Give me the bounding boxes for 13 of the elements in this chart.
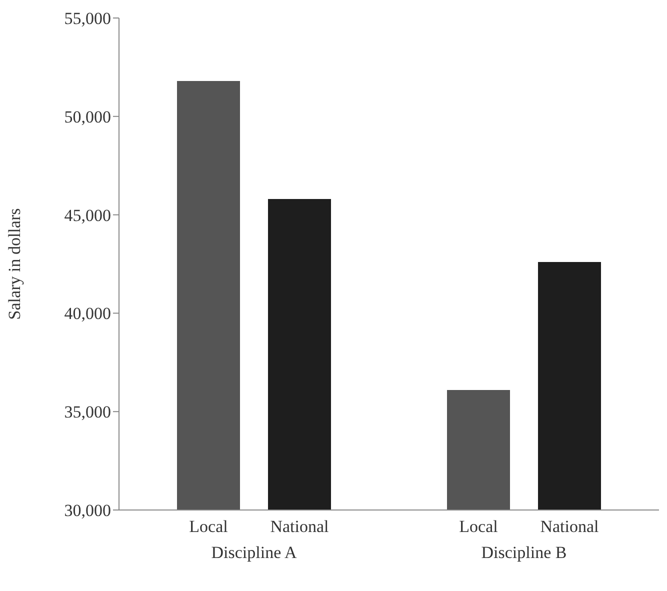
text: National	[540, 517, 599, 536]
series-label: National	[270, 517, 330, 536]
series-label: Local	[189, 517, 228, 536]
y-tick-label: 30,000	[64, 501, 111, 520]
x-tick-label: Discipline B	[481, 543, 567, 562]
y-tick-label: 40,000	[64, 304, 111, 324]
text: Local	[459, 517, 498, 536]
y-tick-label: 35,000	[64, 402, 111, 422]
y-tick-label: 55,000	[64, 9, 111, 28]
y-axis-title: Salary in dollars	[5, 208, 24, 320]
y-tick-label: 50,000	[64, 107, 111, 126]
x-tick-label: Discipline A	[211, 543, 298, 562]
y-tick-label: 45,000	[64, 206, 111, 225]
